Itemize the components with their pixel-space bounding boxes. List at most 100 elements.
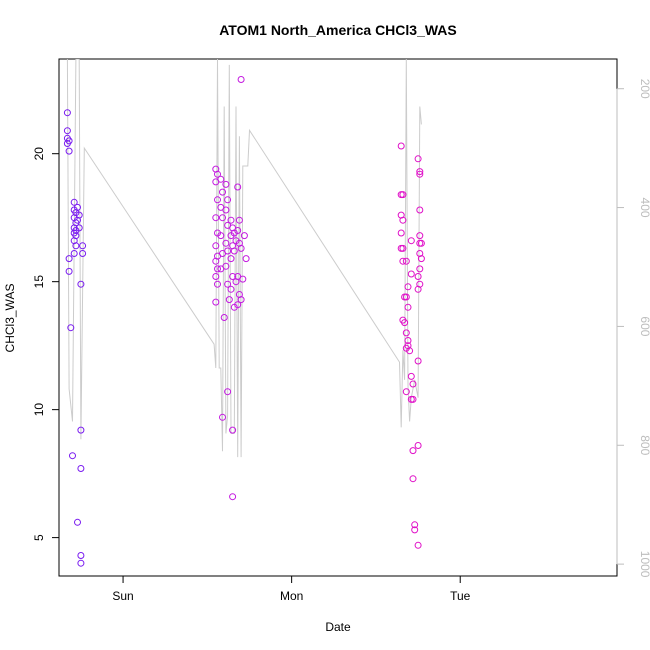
data-point-series-2: [212, 298, 220, 306]
data-point-series-1: [77, 280, 85, 288]
data-point-series-2: [237, 244, 245, 252]
data-point-series-3: [397, 229, 405, 237]
data-point-series-1: [72, 242, 80, 250]
data-point-series-1: [63, 127, 71, 135]
data-point-series-1: [77, 465, 85, 472]
data-point-series-1: [75, 224, 83, 232]
data-point-series-2: [227, 216, 235, 224]
data-point-series-2: [227, 255, 235, 263]
chart-title: ATOM1 North_America CHCl3_WAS: [219, 22, 457, 38]
data-point-series-2: [222, 239, 230, 247]
y-tick-label: 20: [32, 147, 46, 161]
data-point-series-1: [63, 140, 71, 147]
data-point-series-2: [227, 285, 235, 293]
y-tick-label: 10: [32, 403, 46, 417]
data-point-series-3: [397, 244, 405, 252]
data-point-series-3: [414, 155, 422, 163]
y-axis-label: CHCl3_WAS: [3, 284, 17, 353]
data-point-series-2: [224, 247, 232, 255]
data-point-series-3: [409, 380, 417, 388]
data-point-series-3: [404, 283, 412, 291]
data-point-series-3: [402, 388, 410, 396]
y2-tick-label: 200: [638, 79, 650, 99]
data-point-series-3: [402, 257, 410, 265]
data-point-series-3: [411, 521, 419, 529]
data-point-series-1: [74, 518, 81, 526]
data-point-series-3: [414, 442, 422, 449]
pressure-line: [66, 59, 422, 458]
data-point-series-2: [219, 413, 226, 421]
data-point-series-2: [234, 183, 242, 191]
x-axis-label: Date: [325, 620, 351, 634]
data-point-series-3: [416, 265, 424, 273]
x-tick-label: Tue: [450, 589, 471, 603]
data-point-series-3: [417, 239, 425, 247]
data-point-series-2: [235, 216, 243, 224]
data-point-series-3: [397, 142, 405, 150]
data-point-series-3: [407, 270, 415, 278]
data-point-series-1: [79, 242, 87, 250]
data-point-series-2: [222, 262, 230, 270]
data-point-series-2: [212, 214, 220, 222]
axes-layer: Sun Mon Tue 5 10 15 20 200 400 600 800 1000: [32, 79, 650, 603]
data-point-series-3: [409, 395, 417, 403]
data-point-series-2: [214, 196, 221, 204]
data-point-series-1: [77, 426, 85, 434]
data-point-series-2: [224, 196, 232, 204]
y-tick-label: 5: [32, 534, 46, 541]
y2-tick-label: 600: [638, 316, 650, 336]
data-point-series-3: [409, 475, 417, 483]
data-point-series-3: [402, 293, 410, 301]
data-point-series-3: [401, 319, 409, 327]
data-point-series-2: [225, 296, 233, 304]
plot-frame: [58, 58, 618, 577]
data-point-series-2: [222, 180, 230, 188]
data-point-series-3: [399, 216, 407, 224]
data-point-series-3: [414, 357, 422, 365]
x-tick-label: Sun: [112, 589, 133, 603]
data-point-series-2: [224, 388, 232, 396]
data-point-series-1: [74, 203, 81, 211]
data-point-series-2: [219, 214, 226, 222]
data-point-series-2: [212, 273, 220, 280]
pressure-line-layer: [66, 59, 422, 458]
data-point-series-2: [214, 170, 221, 178]
data-point-series-2: [212, 242, 220, 250]
data-point-series-1: [65, 267, 73, 275]
data-point-series-2: [217, 232, 225, 240]
data-point-series-3: [417, 255, 425, 263]
data-point-series-2: [222, 206, 230, 214]
data-point-series-3: [416, 206, 424, 214]
data-point-series-1: [77, 559, 85, 567]
data-point-series-3: [414, 273, 422, 280]
data-point-series-2: [240, 232, 248, 240]
data-point-series-3: [399, 257, 407, 265]
data-point-series-2: [242, 255, 250, 263]
data-point-series-3: [406, 347, 414, 355]
y2-tick-label: 1000: [638, 551, 650, 578]
data-point-series-1: [77, 552, 85, 559]
data-point-series-3: [416, 168, 424, 176]
data-point-series-1: [63, 109, 71, 117]
data-point-series-1: [67, 324, 75, 332]
data-point-series-2: [237, 296, 245, 304]
data-point-series-3: [409, 447, 417, 455]
points-layer: [63, 76, 425, 567]
data-point-series-3: [407, 237, 415, 245]
data-point-series-3: [402, 329, 410, 337]
data-point-series-3: [416, 170, 424, 178]
data-point-series-1: [65, 255, 73, 263]
data-point-series-3: [411, 526, 419, 534]
data-point-series-2: [229, 493, 237, 501]
data-point-series-2: [230, 247, 238, 255]
data-point-series-2: [220, 314, 228, 321]
data-point-series-3: [404, 337, 412, 344]
data-point-series-3: [399, 191, 407, 199]
data-point-series-3: [404, 303, 412, 311]
data-point-series-2: [214, 265, 221, 273]
data-point-series-2: [217, 175, 225, 183]
data-point-series-3: [414, 541, 422, 549]
data-point-series-2: [237, 76, 245, 83]
data-point-series-2: [229, 273, 237, 280]
